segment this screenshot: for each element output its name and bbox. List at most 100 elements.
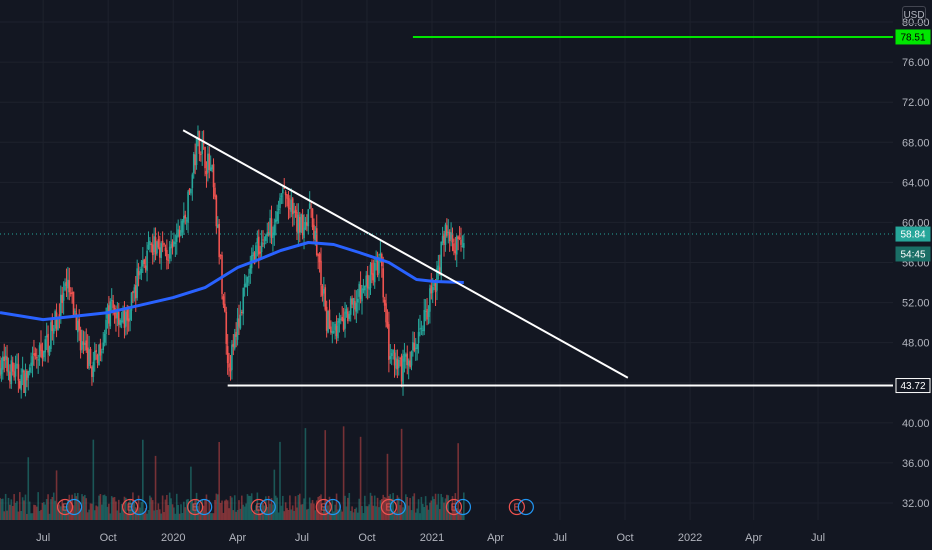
candle-body xyxy=(31,356,34,365)
candle-body xyxy=(116,310,119,319)
candle-body xyxy=(249,265,252,274)
earnings-marker[interactable] xyxy=(380,498,397,516)
volume-bar xyxy=(352,512,355,520)
volume-bar xyxy=(453,507,455,520)
candle-body xyxy=(323,289,325,294)
candle-body xyxy=(139,272,141,275)
dividend-marker[interactable] xyxy=(517,498,534,516)
countdown-label: 54:45 xyxy=(900,249,925,260)
volume-bar xyxy=(174,513,177,520)
candle-body xyxy=(337,320,339,339)
candle-body xyxy=(331,331,334,334)
earnings-marker[interactable] xyxy=(315,498,332,516)
candle-body xyxy=(133,287,136,293)
volume-bar xyxy=(99,494,102,520)
candle-body xyxy=(364,285,366,291)
earnings-marker[interactable] xyxy=(121,498,139,516)
volume-bar xyxy=(64,506,66,520)
volume-bar xyxy=(119,512,121,520)
volume-bar xyxy=(434,493,437,520)
dividend-marker[interactable] xyxy=(389,498,406,516)
earnings-marker[interactable] xyxy=(445,498,463,516)
candle-body xyxy=(344,311,346,329)
volume-bar xyxy=(390,498,393,520)
volume-bar xyxy=(43,502,45,520)
volume-bar xyxy=(88,509,90,520)
candle-body xyxy=(253,252,256,264)
volume-bar xyxy=(461,513,464,520)
volume-bar xyxy=(11,505,14,520)
volume-bar xyxy=(69,501,72,520)
candle-body xyxy=(382,268,385,298)
dividend-marker[interactable] xyxy=(65,498,83,516)
volume-bar xyxy=(364,495,366,520)
volume-bar xyxy=(287,509,290,520)
candle-body xyxy=(9,372,11,382)
candle-body xyxy=(342,318,345,330)
volume-bar xyxy=(129,498,131,520)
currency-label[interactable]: USD xyxy=(902,6,926,24)
volume-bar xyxy=(101,504,103,520)
candle-body xyxy=(160,243,163,259)
y-tick-label: 36.00 xyxy=(902,458,930,470)
candle-body xyxy=(38,345,41,357)
candle-body xyxy=(270,218,273,238)
candle-body xyxy=(181,220,184,233)
candle-body xyxy=(420,327,423,329)
earnings-marker-label: E xyxy=(62,503,69,514)
candle-body xyxy=(375,259,377,262)
volume-bar xyxy=(289,495,291,520)
last-price-label: 58.84 xyxy=(900,230,925,241)
earnings-marker[interactable] xyxy=(187,498,204,516)
candle-body xyxy=(293,211,295,214)
candle-body xyxy=(315,228,318,256)
volume-bar xyxy=(181,513,184,520)
dividend-marker[interactable] xyxy=(196,498,213,516)
dividend-marker[interactable] xyxy=(259,498,276,516)
volume-bar xyxy=(373,495,376,520)
earnings-marker[interactable] xyxy=(56,498,74,516)
candle-body xyxy=(368,287,370,290)
candle-body xyxy=(16,363,18,366)
volume-bar xyxy=(293,510,295,520)
descending-trendline[interactable] xyxy=(182,129,629,379)
candle-body xyxy=(256,238,259,244)
earnings-marker[interactable] xyxy=(508,498,525,516)
candle-body xyxy=(81,341,83,350)
volume-bar xyxy=(67,500,69,520)
volume-bar xyxy=(166,495,168,520)
volume-bar xyxy=(318,495,321,520)
volume-bar xyxy=(4,493,7,520)
volume-bar xyxy=(170,498,172,520)
volume-bar xyxy=(173,507,175,520)
candle-body xyxy=(431,286,434,293)
earnings-marker[interactable] xyxy=(250,498,267,516)
volume-bar xyxy=(403,504,406,520)
candle-body xyxy=(137,271,140,276)
candle-body xyxy=(13,371,15,378)
volume-bar xyxy=(125,497,127,520)
candle-body xyxy=(187,191,189,223)
candle-body xyxy=(120,320,123,323)
candle-body xyxy=(143,259,146,264)
volume-bar xyxy=(37,492,39,520)
dividend-marker[interactable] xyxy=(454,498,472,516)
candle-body xyxy=(164,247,167,252)
volume-bar xyxy=(30,513,32,520)
volume-bar xyxy=(392,492,394,520)
candle-body xyxy=(34,353,37,357)
earnings-marker-label: E xyxy=(514,503,521,514)
candle-body xyxy=(84,342,86,345)
candle-body xyxy=(339,318,342,320)
candle-body xyxy=(123,309,126,328)
y-tick-label: 48.00 xyxy=(902,338,930,350)
dividend-marker[interactable] xyxy=(324,498,341,516)
candle-body xyxy=(265,235,267,241)
volume-bar xyxy=(115,501,117,520)
candle-body xyxy=(65,281,68,286)
dividend-marker[interactable] xyxy=(130,498,148,516)
volume-bar xyxy=(354,508,356,520)
volume-bar xyxy=(407,505,410,520)
volume-bar xyxy=(26,513,28,520)
